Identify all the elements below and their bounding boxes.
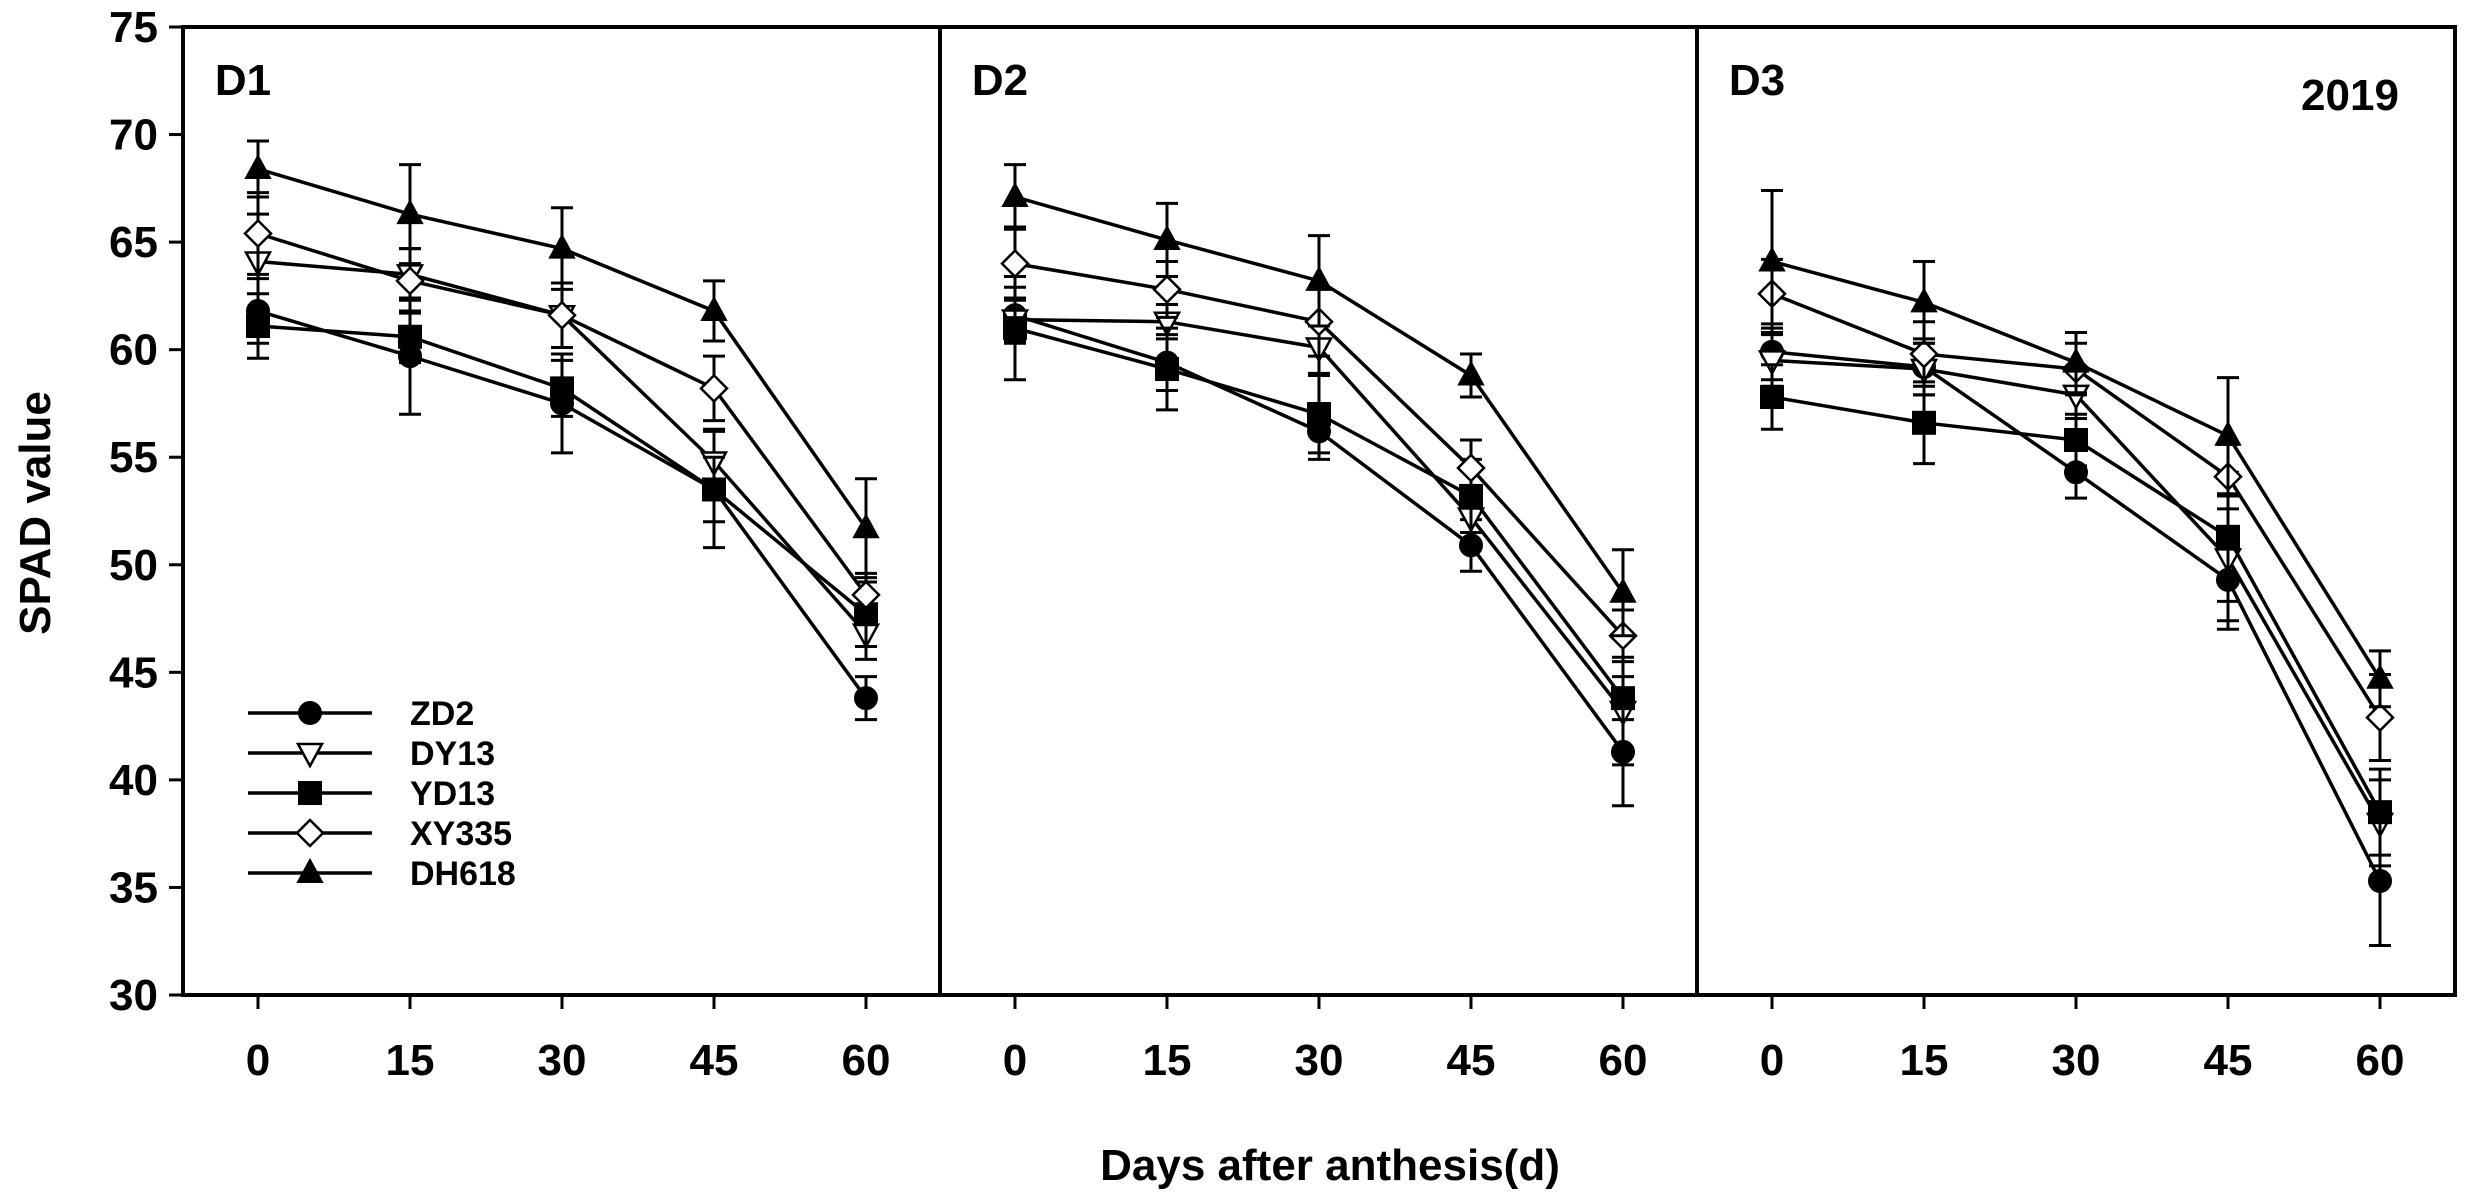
- y-tick-label: 40: [109, 756, 158, 805]
- y-axis-title: SPAD value: [11, 391, 60, 635]
- x-tick-label: 30: [538, 1036, 587, 1085]
- point-yd13: [550, 376, 574, 401]
- point-xy335: [547, 300, 577, 331]
- point-dh618: [700, 295, 728, 321]
- point-dh618: [2214, 420, 2242, 446]
- point-yd13: [1003, 316, 1027, 341]
- x-tick-label: 0: [1003, 1036, 1027, 1085]
- point-yd13: [1307, 402, 1331, 427]
- point-dy13: [1757, 350, 1787, 377]
- legend-label-xy335: XY335: [410, 815, 512, 853]
- point-yd13: [246, 314, 270, 339]
- point-xy335: [243, 218, 273, 249]
- x-tick-label: 30: [1295, 1036, 1344, 1085]
- point-dh618: [1001, 181, 1029, 207]
- y-tick-label: 30: [109, 971, 158, 1020]
- y-tick-label: 60: [109, 326, 158, 375]
- point-xy335: [1909, 339, 1939, 369]
- legend-marker-yd13: [298, 781, 322, 805]
- point-dh618: [1910, 287, 1938, 313]
- point-yd13: [2368, 800, 2392, 825]
- panel-frames: D1 D2 D3: [181, 25, 2457, 997]
- point-dh618: [1457, 360, 1485, 386]
- x-tick-label: 0: [246, 1036, 270, 1085]
- x-tick-label: 15: [1143, 1036, 1192, 1085]
- legend-label-yd13: YD13: [410, 775, 495, 813]
- point-xy335: [395, 266, 425, 296]
- y-tick-label: 75: [109, 3, 158, 52]
- legend-label-dy13: DY13: [410, 735, 495, 773]
- point-yd13: [702, 477, 726, 502]
- point-dh618: [396, 199, 424, 225]
- legend-label-zd2: ZD2: [410, 695, 474, 733]
- point-yd13: [2216, 524, 2240, 549]
- point-dh618: [1305, 265, 1333, 291]
- point-yd13: [1912, 410, 1936, 435]
- x-tick-label: 45: [2204, 1036, 2253, 1085]
- x-tick-label: 15: [1900, 1036, 1949, 1085]
- panel-label-d3: D3: [1729, 56, 1785, 105]
- point-dh618: [2062, 347, 2090, 373]
- point-xy335: [1456, 453, 1486, 483]
- point-dh618: [852, 513, 880, 539]
- point-yd13: [1760, 384, 1784, 409]
- x-tick-label: 15: [386, 1036, 435, 1085]
- y-tick-label: 55: [109, 433, 158, 482]
- panel-label-d2: D2: [972, 56, 1028, 105]
- point-dh618: [244, 153, 272, 179]
- y-tick-label: 45: [109, 648, 158, 697]
- y-tick-label: 35: [109, 863, 158, 912]
- point-xy335: [699, 373, 729, 404]
- point-xy335: [851, 580, 881, 610]
- point-yd13: [398, 324, 422, 349]
- legend-marker-xy335: [295, 818, 325, 848]
- panel-frame-d3: [1695, 25, 2457, 997]
- x-tick-label: 30: [2052, 1036, 2101, 1085]
- point-zd2: [854, 686, 878, 711]
- year-label: 2019: [2301, 71, 2399, 120]
- x-tick-label: 45: [1447, 1036, 1496, 1085]
- x-tick-label: 45: [690, 1036, 739, 1085]
- point-xy335: [1000, 248, 1030, 279]
- point-dh618: [2366, 663, 2394, 689]
- legend-marker-zd2: [298, 701, 322, 725]
- x-tick-label: 60: [2356, 1036, 2405, 1085]
- x-tick-label: 60: [1599, 1036, 1648, 1085]
- point-zd2: [2368, 868, 2392, 893]
- y-tick-label: 70: [109, 111, 158, 160]
- point-dh618: [1609, 577, 1637, 603]
- point-yd13: [1611, 686, 1635, 711]
- axis-ticks: 0 15 30 45 60 0 15 30 45 60 0 15 30 45 60 30 35 40 45 50 55 6…: [109, 3, 2404, 1085]
- x-tick-label: 60: [842, 1036, 891, 1085]
- legend-marker-dy13: [295, 742, 325, 769]
- point-dh618: [548, 233, 576, 259]
- point-xy335: [1152, 274, 1182, 305]
- point-yd13: [1155, 357, 1179, 382]
- y-tick-label: 50: [109, 541, 158, 590]
- x-tick-label: 0: [1760, 1036, 1784, 1085]
- legend-marker-dh618: [296, 857, 324, 883]
- point-dh618: [1758, 246, 1786, 272]
- panel-label-d1: D1: [215, 56, 271, 105]
- panel-frame-d2: [938, 25, 1699, 997]
- panel-frame-d1: [181, 25, 942, 997]
- chart-marks: [243, 139, 2395, 948]
- x-axis-title: Days after anthesis(d): [1100, 1141, 1560, 1190]
- point-dh618: [1153, 224, 1181, 250]
- y-tick-label: 65: [109, 218, 158, 267]
- legend-label-dh618: DH618: [410, 855, 516, 893]
- point-xy335: [2365, 702, 2395, 733]
- point-yd13: [2064, 428, 2088, 453]
